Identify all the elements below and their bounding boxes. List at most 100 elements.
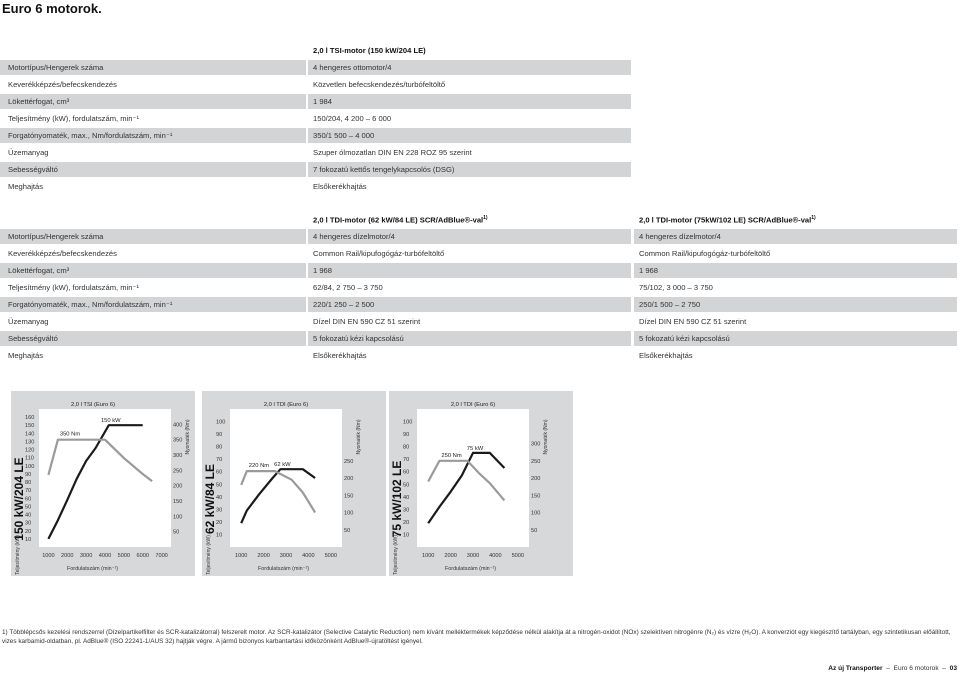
table2-header-a-text: 2,0 l TDI-motor (62 kW/84 LE) SCR/AdBlue… bbox=[313, 215, 484, 225]
y2-tick-label: 150 bbox=[173, 499, 182, 505]
y-tick-label: 100 bbox=[403, 420, 412, 426]
row-band bbox=[634, 263, 957, 278]
y-tick-label: 60 bbox=[216, 470, 222, 476]
row-value: Elsőkerékhajtás bbox=[639, 351, 693, 360]
power-peak-label: 150 kW bbox=[101, 418, 121, 424]
row-band bbox=[634, 297, 957, 312]
row-value: 62/84, 2 750 – 3 750 bbox=[313, 283, 383, 292]
y-tick-label: 20 bbox=[216, 520, 222, 526]
y-tick-label: 70 bbox=[25, 488, 31, 494]
y-tick-label: 80 bbox=[403, 445, 409, 451]
row-value: Common Rail/kipufogógáz-turbófeltöltő bbox=[639, 249, 771, 258]
y-tick-label: 50 bbox=[403, 482, 409, 488]
row-band bbox=[0, 179, 306, 194]
row-label: Meghajtás bbox=[8, 351, 44, 360]
y-tick-label: 20 bbox=[403, 520, 409, 526]
row-label: Meghajtás bbox=[8, 182, 44, 191]
torque-curve bbox=[47, 438, 153, 482]
x-tick-label: 3000 bbox=[467, 553, 479, 559]
engine-power-label: 75 kW/102 LE bbox=[390, 461, 404, 538]
y-tick-label: 10 bbox=[403, 532, 409, 538]
y-tick-label: 50 bbox=[216, 482, 222, 488]
x-axis-title: Fordulatszám (min⁻¹) bbox=[258, 566, 309, 572]
footer-page-number: 03 bbox=[949, 665, 957, 672]
row-value: 250/1 500 – 2 750 bbox=[639, 300, 701, 309]
y2-tick-label: 300 bbox=[173, 453, 182, 459]
torque-peak-label: 220 Nm bbox=[249, 463, 269, 469]
row-value: Közvetlen befecskendezés/turbófeltöltő bbox=[313, 80, 446, 89]
row-value: 350/1 500 – 4 000 bbox=[313, 131, 375, 140]
row-band bbox=[0, 348, 306, 363]
chart-panel-tdi-75: 75 kW/102 LE Teljesítmény (kW) Nyomaték (N… bbox=[389, 391, 573, 576]
x-tick-label: 3000 bbox=[80, 553, 92, 559]
x-tick-label: 1000 bbox=[235, 553, 247, 559]
row-label: Teljesítmény (kW), fordulatszám, min⁻¹ bbox=[8, 283, 140, 292]
row-value: 75/102, 3 000 – 3 750 bbox=[639, 283, 713, 292]
y-tick-label: 120 bbox=[25, 448, 34, 454]
y2-tick-label: 50 bbox=[173, 530, 179, 536]
row-value: 4 hengeres dízelmotor/4 bbox=[313, 232, 395, 241]
y2-tick-label: 350 bbox=[173, 438, 182, 444]
footnote: 1) Többlépcsős kezelési rendszerrel (Díz… bbox=[2, 629, 951, 645]
y2-tick-label: 250 bbox=[531, 459, 540, 465]
y-tick-label: 20 bbox=[25, 529, 31, 535]
y2-tick-label: 250 bbox=[173, 468, 182, 474]
chart-title: 2,0 l TDI (Euro 6) bbox=[451, 402, 495, 408]
row-value: Elsőkerékhajtás bbox=[313, 351, 367, 360]
x-tick-label: 3000 bbox=[280, 553, 292, 559]
table2-header-b-text: 2,0 l TDI-motor (75kW/102 LE) SCR/AdBlue… bbox=[639, 215, 812, 225]
row-label: Teljesítmény (kW), fordulatszám, min⁻¹ bbox=[8, 114, 140, 123]
y-tick-label: 140 bbox=[25, 431, 34, 437]
y2-tick-label: 100 bbox=[344, 511, 353, 517]
row-band bbox=[308, 331, 631, 346]
row-label: Lökettérfogat, cm³ bbox=[8, 97, 70, 106]
y-axis-title: Teljesítmény (kW) bbox=[15, 535, 21, 575]
x-tick-label: 5000 bbox=[512, 553, 524, 559]
y-tick-label: 160 bbox=[25, 415, 34, 421]
row-band bbox=[0, 229, 306, 244]
power-peak-label: 62 kW bbox=[274, 462, 291, 468]
torque-curve bbox=[240, 469, 317, 514]
y2-tick-label: 150 bbox=[531, 493, 540, 499]
x-tick-label: 5000 bbox=[325, 553, 337, 559]
y-tick-label: 70 bbox=[403, 457, 409, 463]
x-axis-title: Fordulatszám (min⁻¹) bbox=[67, 566, 118, 572]
y-axis-title: Teljesítmény (kW) bbox=[206, 535, 212, 575]
y2-axis-title: Nyomaték (Nm) bbox=[543, 419, 549, 454]
y-tick-label: 150 bbox=[25, 423, 34, 429]
row-value: 220/1 250 – 2 500 bbox=[313, 300, 375, 309]
chart-panel-tdi-62: 62 kW/84 LE Teljesítmény (kW) Nyomaték (Nm… bbox=[202, 391, 386, 576]
row-band bbox=[0, 94, 306, 109]
row-label: Lökettérfogat, cm³ bbox=[8, 266, 70, 275]
y-tick-label: 40 bbox=[403, 495, 409, 501]
y-tick-label: 100 bbox=[216, 420, 225, 426]
plot-area bbox=[417, 409, 529, 547]
torque-curve bbox=[427, 459, 506, 502]
y2-tick-label: 200 bbox=[344, 476, 353, 482]
row-value: Dízel DIN EN 590 CZ 51 szerint bbox=[313, 317, 421, 326]
y-tick-label: 10 bbox=[25, 537, 31, 543]
row-value: Szuper ólmozatlan DIN EN 228 ROZ 95 szer… bbox=[313, 148, 472, 157]
chart-panel-tsi: 150 kW/204 LE Teljesítmény (kW) Nyomaték (… bbox=[11, 391, 195, 576]
row-label: Motortípus/Hengerek száma bbox=[8, 63, 104, 72]
row-value: 1 968 bbox=[313, 266, 333, 275]
row-label: Sebességváltó bbox=[8, 334, 58, 343]
x-tick-label: 4000 bbox=[99, 553, 111, 559]
footer-brand: Az új Transporter bbox=[828, 665, 883, 672]
engine-power-label: 150 kW/204 LE bbox=[12, 457, 26, 540]
y-tick-label: 90 bbox=[403, 432, 409, 438]
row-value: 150/204, 4 200 – 6 000 bbox=[313, 114, 392, 123]
y2-tick-label: 400 bbox=[173, 422, 182, 428]
row-value: 1 984 bbox=[313, 97, 333, 106]
y-axis-title: Teljesítmény (kW) bbox=[393, 535, 399, 575]
row-band bbox=[308, 94, 631, 109]
x-tick-label: 2000 bbox=[61, 553, 73, 559]
table2-header-b: 2,0 l TDI-motor (75kW/102 LE) SCR/AdBlue… bbox=[639, 215, 816, 225]
row-band bbox=[0, 60, 306, 75]
row-band bbox=[0, 162, 306, 177]
x-tick-label: 4000 bbox=[489, 553, 501, 559]
row-band bbox=[308, 297, 631, 312]
x-tick-label: 5000 bbox=[118, 553, 130, 559]
y2-axis-title: Nyomaték (Nm) bbox=[356, 419, 362, 454]
x-tick-label: 2000 bbox=[444, 553, 456, 559]
